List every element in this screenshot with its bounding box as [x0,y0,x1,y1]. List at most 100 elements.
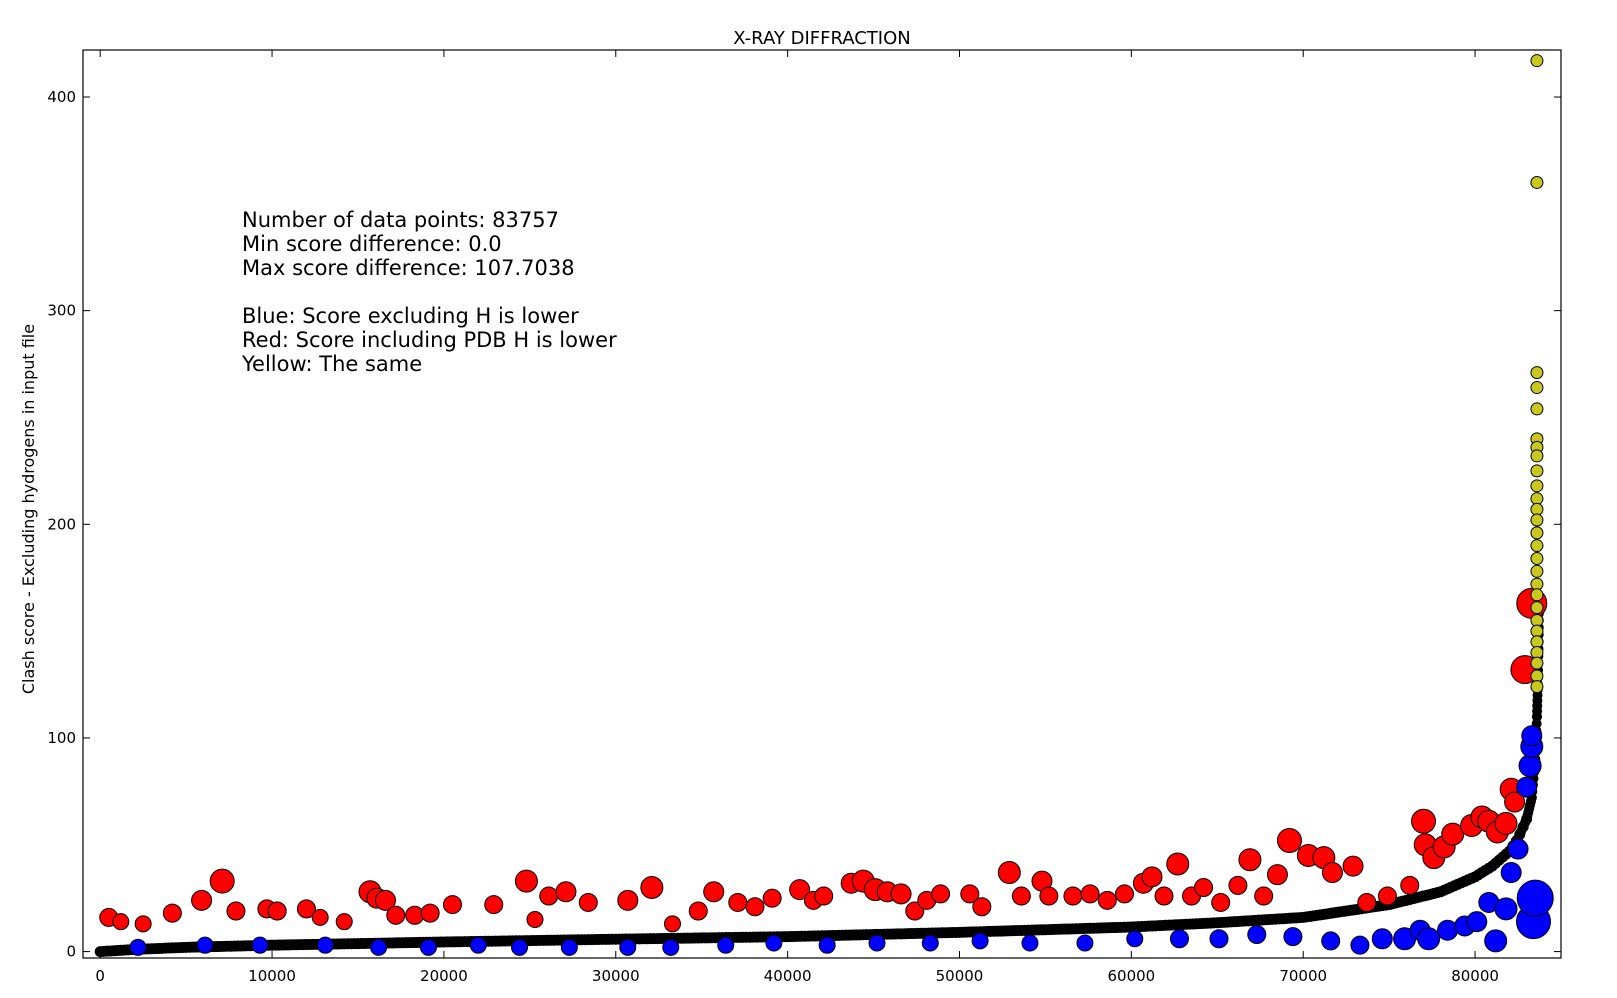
red-point [226,901,246,921]
yellow-point [1530,381,1544,395]
annotation-line: Max score difference: 107.7038 [242,256,575,280]
red-point [640,875,664,899]
red-point [191,889,213,911]
x-tick-label: 20000 [420,967,468,985]
red-point [209,868,235,894]
yellow-point [1530,601,1544,615]
annotation-line: Number of data points: 83757 [242,208,559,232]
x-tick-label: 30000 [592,967,640,985]
red-point [688,901,708,921]
series-red [99,587,1548,933]
x-tick-label: 80000 [1451,967,1499,985]
red-point [728,892,748,912]
x-tick-label: 50000 [936,967,984,985]
red-point [514,869,538,893]
x-tick-label: 70000 [1279,967,1327,985]
blue-point [1484,929,1508,953]
blue-point [1494,897,1518,921]
red-point [1228,875,1248,895]
red-point [1080,884,1100,904]
yellow-point [1530,513,1544,527]
yellow-point [1530,54,1544,68]
red-point [960,884,980,904]
series-yellow [1530,54,1544,694]
blue-point [1516,776,1538,798]
red-point [311,908,329,926]
red-point [539,886,559,906]
blue-point [251,936,269,954]
plot-area [94,54,1554,958]
yellow-point [1530,539,1544,553]
red-point [1039,886,1059,906]
red-point [1097,890,1117,910]
red-point [905,901,925,921]
yellow-point [1530,464,1544,478]
blue-point [370,938,388,956]
blue-point [1169,929,1189,949]
red-point [1441,822,1465,846]
red-point [1400,875,1420,895]
blue-point [1417,927,1441,951]
yellow-point [1530,366,1544,380]
yellow-point [1530,656,1544,670]
red-point [1377,886,1397,906]
blue-point [1283,927,1303,947]
red-point [296,899,316,919]
yellow-point [1530,588,1544,602]
red-point [997,861,1021,885]
blue-point [1521,725,1543,747]
red-point [374,889,396,911]
red-point [1342,855,1364,877]
red-point [162,903,182,923]
red-point [1357,892,1377,912]
yellow-point [1530,175,1544,189]
red-point [972,897,992,917]
chart-title: X-RAY DIFFRACTION [733,28,911,49]
annotation-text: Number of data points: 83757 Min score di… [241,208,617,376]
red-point [1504,791,1526,813]
blue-point [921,934,939,952]
blue-point [129,938,147,956]
x-tick-label: 0 [95,967,105,985]
blue-point [818,936,836,954]
annotation-line: Yellow: The same [241,352,422,376]
y-tick-label: 100 [47,729,76,747]
blue-point [971,932,989,950]
y-tick-label: 300 [47,302,76,320]
blue-point [1500,862,1522,884]
blue-point [1518,754,1542,778]
red-point [386,905,406,925]
red-point [1321,862,1343,884]
yellow-point [1530,680,1544,694]
yellow-point [1530,449,1544,463]
blue-point [662,938,680,956]
red-point [814,886,834,906]
blue-point [1209,929,1229,949]
blue-point [560,938,578,956]
red-point [1266,864,1288,886]
blue-point [619,938,637,956]
blue-point [765,934,783,952]
x-tick-label: 40000 [764,967,812,985]
red-point [443,895,462,915]
red-point [1011,886,1031,906]
annotation-line: Min score difference: 0.0 [242,232,502,256]
red-point [1254,886,1274,906]
red-point [703,881,725,903]
x-tick-label: 60000 [1107,967,1155,985]
blue-point [868,934,886,952]
y-axis-label: Clash score - Excluding hydrogens in inp… [19,324,38,694]
blue-point [469,936,487,954]
red-point [1141,866,1163,888]
blue-point [1516,879,1554,917]
yellow-point [1530,479,1544,493]
red-point [1411,808,1437,834]
yellow-point [1530,551,1544,565]
red-point [1238,848,1262,872]
annotation-line: Red: Score including PDB H is lower [242,328,617,352]
annotation-line [242,280,249,304]
blue-point [1350,935,1370,955]
red-point [1114,884,1134,904]
